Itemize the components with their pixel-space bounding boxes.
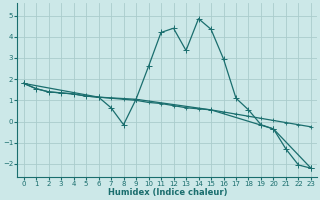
- X-axis label: Humidex (Indice chaleur): Humidex (Indice chaleur): [108, 188, 227, 197]
